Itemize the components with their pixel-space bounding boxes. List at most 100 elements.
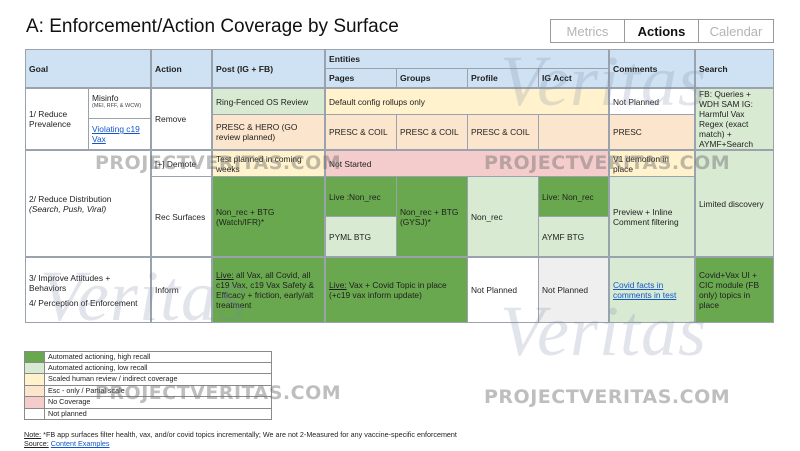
note-text: *FB app surfaces filter health, vax, and… — [41, 430, 457, 439]
header-groups-label: Groups — [400, 73, 431, 83]
r3-entities-live: Live: — [329, 280, 347, 290]
r1-comments-b-text: PRESC — [613, 127, 642, 137]
r1-search-text: FB: Queries + WDH SAM IG: Harmful Vax Re… — [699, 89, 754, 149]
r2-igacct-b1: Live: Non_rec — [538, 176, 609, 217]
r1-comments-b: PRESC — [609, 114, 695, 150]
r1-groups-b-text: PRESC & COIL — [400, 127, 459, 137]
legend-swatch — [25, 362, 45, 373]
r3-action: Inform — [151, 257, 212, 323]
r1-misinfo-label: Misinfo — [92, 93, 119, 103]
r3-search: Covid+Vax UI + CIC module (FB only) topi… — [695, 257, 774, 323]
tab-actions[interactable]: Actions — [625, 20, 699, 42]
legend-item: Esc - only / Partial scale — [24, 385, 272, 397]
header-comments: Comments — [609, 49, 695, 88]
r2-comments-a: V1 demotion in place — [609, 150, 695, 177]
r1-post-b: PRESC & HERO (GO review planned) — [212, 114, 325, 150]
tab-calendar[interactable]: Calendar — [709, 23, 763, 39]
content-examples-link[interactable]: Content Examples — [50, 439, 110, 448]
r2-pages-b2: PYML BTG — [325, 216, 397, 257]
r3-profile-text: Not Planned — [471, 285, 518, 295]
legend-label: Scaled human review / indirect coverage — [48, 374, 178, 383]
r1-goal-text: 1/ Reduce Prevalence — [29, 109, 71, 129]
r3-entities: Live: Vax + Covid Topic in place (+c19 v… — [325, 257, 468, 323]
r2-comments-b: Preview + Inline Comment filtering — [609, 176, 695, 257]
header-igacct: IG Acct — [538, 68, 609, 88]
r1-goal: 1/ Reduce Prevalence — [25, 88, 89, 150]
r1-igacct-b — [538, 114, 609, 150]
r3-action-text: Inform — [155, 285, 179, 295]
r2-goal: 2/ Reduce Distribution (Search, Push, Vi… — [25, 150, 151, 257]
r1-post-a-text: Ring-Fenced OS Review — [216, 96, 309, 107]
r3-search-text: Covid+Vax UI + CIC module (FB only) topi… — [699, 270, 760, 310]
r1-pages-b: PRESC & COIL — [325, 114, 397, 150]
r2-action-b: Rec Surfaces — [151, 176, 212, 257]
header-pages-label: Pages — [329, 73, 355, 83]
r2-igacct-b2: AYMF BTG — [538, 216, 609, 257]
color-legend: Automated actioning, high recall Automat… — [24, 351, 272, 420]
r3-igacct-text: Not Planned — [542, 285, 589, 295]
footnote: Note: *FB app surfaces filter health, va… — [24, 430, 457, 439]
r2-pages-b2-text: PYML BTG — [329, 231, 372, 242]
r3-goal-b-text: 4/ Perception of Enforcement — [29, 297, 138, 308]
r2-comments-b-text: Preview + Inline Comment filtering — [613, 206, 679, 227]
header-action: Action — [151, 49, 212, 88]
header-goal: Goal — [25, 49, 151, 88]
r2-goal-text: 2/ Reduce Distribution — [29, 193, 112, 204]
violating-vax-link[interactable]: Violating c19 Vax — [92, 124, 140, 144]
r3-igacct: Not Planned — [538, 257, 609, 323]
r2-post-b-text: Non_rec + BTG (Watch/IFR)* — [216, 206, 275, 227]
r1-pages-b-text: PRESC & COIL — [329, 127, 388, 137]
r2-action-a-text: [+] Demote — [155, 158, 197, 169]
source-line: Source: Content Examples — [24, 439, 110, 448]
legend-item: Scaled human review / indirect coverage — [24, 374, 272, 386]
r1-entities-a: Default config rollups only — [325, 88, 609, 115]
r3-post-text: Live: all Vax, all Covid, all c19 Vax, c… — [216, 270, 321, 310]
r1-search: FB: Queries + WDH SAM IG: Harmful Vax Re… — [695, 88, 774, 150]
legend-item: No Coverage — [24, 397, 272, 409]
r1-profile-b-text: PRESC & COIL — [471, 127, 530, 137]
tab-metrics[interactable]: Metrics — [551, 20, 625, 42]
r2-action-b-text: Rec Surfaces — [155, 211, 206, 222]
header-comments-label: Comments — [613, 63, 658, 74]
legend-swatch — [25, 352, 45, 362]
header-post: Post (IG + FB) — [212, 49, 325, 88]
legend-item: Not planned — [24, 408, 272, 420]
r2-action-a: [+] Demote — [151, 150, 212, 177]
view-tabs: Metrics Actions Calendar — [550, 19, 774, 43]
r2-groups-b-text: Non_rec + BTG (GYSJ)* — [400, 206, 459, 227]
r2-pages-b1-text: Live :Non_rec — [329, 191, 381, 202]
r2-goal-sub: (Search, Push, Viral) — [29, 203, 107, 214]
note-label: Note: — [24, 430, 42, 439]
legend-label: No Coverage — [48, 397, 91, 406]
covid-facts-link[interactable]: Covid facts in comments in test — [613, 280, 677, 300]
r3-entities-rest: Vax + Covid Topic in place (+c19 vax inf… — [329, 280, 447, 300]
r2-post-b: Non_rec + BTG (Watch/IFR)* — [212, 176, 325, 257]
r2-pages-b1: Live :Non_rec — [325, 176, 397, 217]
r2-search: Limited discovery — [695, 150, 774, 257]
r1-misinfo-sub: (MEI, RFF, & WCW) — [92, 103, 142, 109]
legend-swatch — [25, 385, 45, 396]
r1-action: Remove — [151, 88, 212, 150]
header-entities-label: Entities — [329, 54, 361, 64]
r1-post-a: Ring-Fenced OS Review — [212, 88, 325, 115]
source-label: Source: — [24, 439, 49, 448]
legend-label: Automated actioning, low recall — [48, 362, 148, 372]
r3-post: Live: all Vax, all Covid, all c19 Vax, c… — [212, 257, 325, 323]
header-action-label: Action — [155, 63, 182, 74]
r1-violating: Violating c19 Vax — [88, 118, 151, 150]
header-entities: Entities — [325, 49, 609, 69]
r2-entities-a-text: Not Started — [329, 158, 372, 169]
r1-comments-a: Not Planned — [609, 88, 695, 115]
r1-profile-b: PRESC & COIL — [467, 114, 539, 150]
r1-comments-a-text: Not Planned — [613, 96, 660, 107]
r1-post-b-text: PRESC & HERO (GO review planned) — [216, 122, 298, 142]
legend-label: Not planned — [48, 408, 87, 418]
header-search: Search — [695, 49, 774, 88]
legend-item: Automated actioning, low recall — [24, 362, 272, 374]
legend-label: Esc - only / Partial scale — [48, 385, 125, 395]
header-pages: Pages — [325, 68, 397, 88]
header-goal-label: Goal — [29, 63, 49, 74]
r2-igacct-b2-text: AYMF BTG — [542, 231, 585, 242]
legend-item: Automated actioning, high recall — [24, 351, 272, 363]
header-igacct-label: IG Acct — [542, 73, 572, 83]
